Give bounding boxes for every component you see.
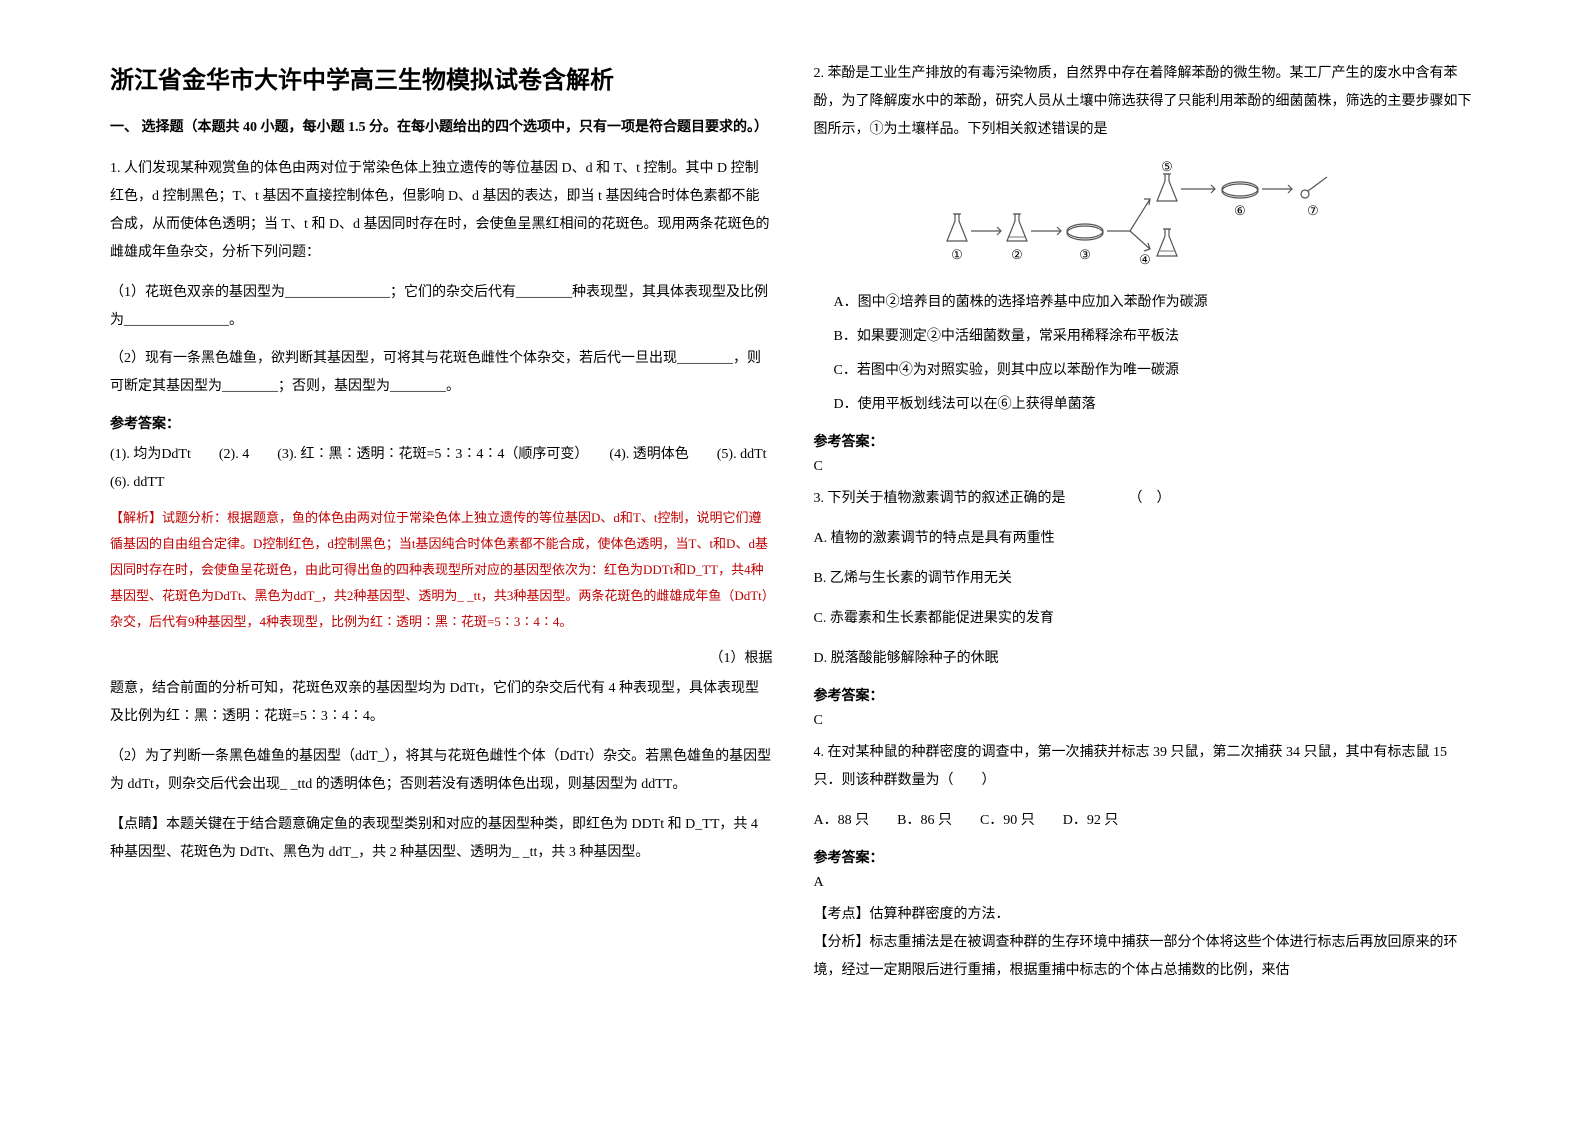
q4-answer-label: 参考答案： — [814, 847, 1478, 867]
q2-optD: D．使用平板划线法可以在⑥上获得单菌落 — [814, 391, 1478, 419]
q4-answer: A — [814, 875, 1478, 891]
q3-optB: B. 乙烯与生长素的调节作用无关 — [814, 565, 1478, 593]
q3-answer: C — [814, 713, 1478, 729]
q1-cont1: 题意，结合前面的分析可知，花斑色双亲的基因型均为 DdTt，它们的杂交后代有 4… — [110, 675, 773, 731]
flow-diagram-svg: ① ② ③ — [935, 159, 1355, 269]
q1-cont3: 【点睛】本题关键在于结合题意确定鱼的表现型类别和对应的基因型种类，即红色为 DD… — [110, 811, 773, 867]
section-header: 一、 选择题（本题共 40 小题，每小题 1.5 分。在每小题给出的四个选项中，… — [110, 115, 773, 140]
flask-icon — [1007, 214, 1027, 241]
q1-answer: (1). 均为DdTt (2). 4 (3). 红∶黑∶透明∶花斑=5∶3∶4∶… — [110, 441, 773, 497]
q2-figure: ① ② ③ — [814, 159, 1478, 274]
q2-answer-label: 参考答案： — [814, 431, 1478, 451]
q4-kaodian: 【考点】估算种群密度的方法． — [814, 901, 1478, 929]
q2-optA: A．图中②培养目的菌株的选择培养基中应加入苯酚作为碳源 — [814, 289, 1478, 317]
q2-stem: 2. 苯酚是工业生产排放的有毒污染物质，自然界中存在着降解苯酚的微生物。某工厂产… — [814, 60, 1478, 144]
q3-stem: 3. 下列关于植物激素调节的叙述正确的是 （ ） — [814, 485, 1478, 513]
q1-cont2: （2）为了判断一条黑色雄鱼的基因型（ddT_），将其与花斑色雌性个体（DdTt）… — [110, 743, 773, 799]
q3-optC: C. 赤霉素和生长素都能促进果实的发育 — [814, 605, 1478, 633]
q4-options: A．88 只 B．86 只 C．90 只 D．92 只 — [814, 807, 1478, 835]
q4-analysis: 【分析】标志重捕法是在被调查种群的生存环境中捕获一部分个体将这些个体进行标志后再… — [814, 929, 1478, 985]
q1-sub2: （2）现有一条黑色雄鱼，欲判断其基因型，可将其与花斑色雌性个体杂交，若后代一旦出… — [110, 345, 773, 401]
q1-sub1: （1）花斑色双亲的基因型为_______________；它们的杂交后代有___… — [110, 279, 773, 335]
right-column: 2. 苯酚是工业生产排放的有毒污染物质，自然界中存在着降解苯酚的微生物。某工厂产… — [794, 60, 1498, 1062]
q3-optD: D. 脱落酸能够解除种子的休眠 — [814, 645, 1478, 673]
label-3: ③ — [1079, 247, 1091, 262]
left-column: 浙江省金华市大许中学高三生物模拟试卷含解析 一、 选择题（本题共 40 小题，每… — [90, 60, 794, 1062]
flask-icon — [1157, 174, 1177, 201]
q1-analysis: 【解析】试题分析：根据题意，鱼的体色由两对位于常染色体上独立遗传的等位基因D、d… — [110, 505, 773, 635]
q1-answer-label: 参考答案： — [110, 413, 773, 433]
label-5: ⑤ — [1161, 159, 1173, 174]
flask-icon — [1157, 229, 1177, 256]
label-4: ④ — [1139, 252, 1151, 267]
label-1: ① — [951, 247, 963, 262]
q1-analysis-right: （1）根据 — [110, 647, 773, 667]
label-6: ⑥ — [1234, 203, 1246, 218]
q3-optA: A. 植物的激素调节的特点是具有两重性 — [814, 525, 1478, 553]
flask-icon — [947, 214, 967, 241]
q3-answer-label: 参考答案： — [814, 685, 1478, 705]
q1-stem: 1. 人们发现某种观赏鱼的体色由两对位于常染色体上独立遗传的等位基因 D、d 和… — [110, 155, 773, 267]
q2-optC: C．若图中④为对照实验，则其中应以苯酚作为唯一碳源 — [814, 357, 1478, 385]
label-2: ② — [1011, 247, 1023, 262]
q2-optB: B．如果要测定②中活细菌数量，常采用稀释涂布平板法 — [814, 323, 1478, 351]
label-7: ⑦ — [1307, 203, 1319, 218]
page-title: 浙江省金华市大许中学高三生物模拟试卷含解析 — [110, 60, 773, 95]
q2-answer: C — [814, 459, 1478, 475]
loop-icon — [1301, 177, 1327, 198]
q4-stem: 4. 在对某种鼠的种群密度的调查中，第一次捕获并标志 39 只鼠，第二次捕获 3… — [814, 739, 1478, 795]
